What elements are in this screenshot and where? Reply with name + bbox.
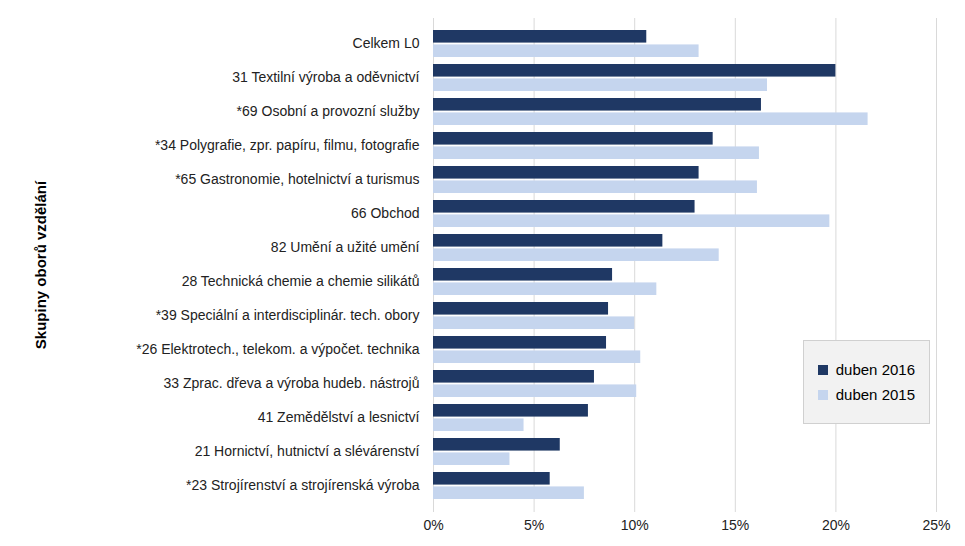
- svg-text:33 Zprac. dřeva a výroba hudeb: 33 Zprac. dřeva a výroba hudeb. nástrojů: [163, 375, 419, 391]
- svg-text:20%: 20%: [822, 517, 850, 533]
- svg-text:*65 Gastronomie, hotelnictví a: *65 Gastronomie, hotelnictví a turismus: [175, 171, 419, 187]
- svg-text:*23 Strojírenství a strojírens: *23 Strojírenství a strojírenská výroba: [186, 477, 420, 493]
- svg-text:*34 Polygrafie, zpr. papíru, f: *34 Polygrafie, zpr. papíru, filmu, foto…: [155, 137, 420, 153]
- svg-text:66 Obchod: 66 Obchod: [351, 205, 420, 221]
- svg-text:25%: 25%: [922, 517, 950, 533]
- svg-text:15%: 15%: [721, 517, 749, 533]
- svg-text:*26 Elektrotech., telekom. a v: *26 Elektrotech., telekom. a výpočet. te…: [136, 341, 419, 357]
- html-text:duben 2015: duben 2015: [835, 386, 915, 403]
- svg-text:Celkem L0: Celkem L0: [353, 35, 420, 51]
- svg-text:31 Textilní výroba a oděvnictv: 31 Textilní výroba a oděvnictví: [232, 69, 419, 85]
- svg-text:5%: 5%: [524, 517, 544, 533]
- svg-text:41 Zemědělství a lesnictví: 41 Zemědělství a lesnictví: [258, 409, 420, 425]
- svg-text:10%: 10%: [621, 517, 649, 533]
- svg-text:*39 Speciální a interdisciplin: *39 Speciální a interdisciplinár. tech. …: [156, 307, 420, 323]
- svg-text:*69 Osobní a provozní služby: *69 Osobní a provozní služby: [237, 103, 420, 119]
- svg-text:0%: 0%: [423, 517, 443, 533]
- svg-text:82 Umění a užité umění: 82 Umění a užité umění: [271, 239, 420, 255]
- html-text:Skupiny oborů vzdělání: Skupiny oborů vzdělání: [31, 180, 49, 350]
- svg-text:28 Technická chemie a chemie s: 28 Technická chemie a chemie silikátů: [182, 273, 420, 289]
- html-text:duben 2016: duben 2016: [835, 361, 915, 378]
- svg-text:21 Hornictví, hutnictví a slév: 21 Hornictví, hutnictví a slévárenství: [195, 443, 420, 459]
